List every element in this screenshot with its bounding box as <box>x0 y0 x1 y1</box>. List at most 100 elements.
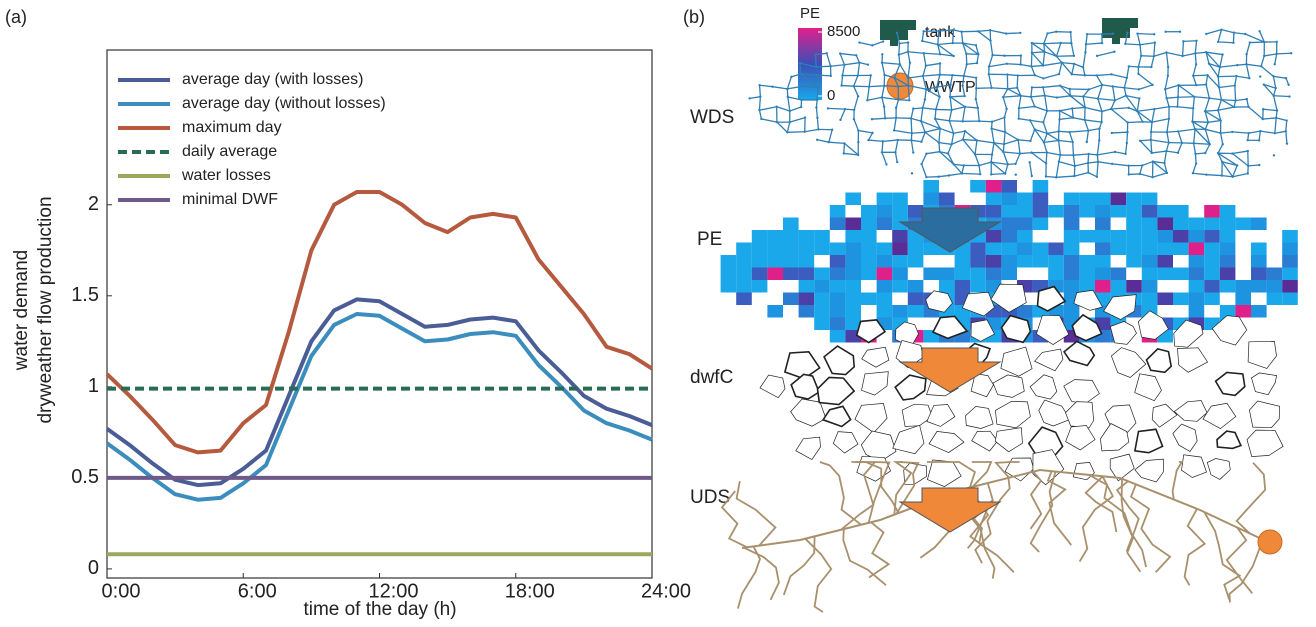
pipe-node <box>922 52 924 54</box>
pipe-node <box>843 64 845 66</box>
pipe <box>948 144 952 153</box>
pipe-node <box>1152 160 1154 162</box>
pe-cell <box>1251 305 1267 318</box>
catchment <box>902 404 932 426</box>
pipe-node <box>1100 121 1102 123</box>
pipe <box>858 63 860 76</box>
pipe <box>1166 151 1178 153</box>
pe-cell <box>861 255 877 268</box>
pipe <box>1044 43 1061 44</box>
pipe-node <box>1016 87 1018 89</box>
pipe-node <box>976 139 978 141</box>
pipe <box>992 129 994 143</box>
pipe-node <box>1042 77 1044 79</box>
pipe-node <box>884 117 886 119</box>
pe-cell <box>1001 180 1017 193</box>
pipe <box>1019 96 1021 108</box>
pe-cell <box>1235 280 1251 293</box>
pipe <box>1088 173 1097 177</box>
pipe-node <box>1272 95 1274 97</box>
pe-cell <box>783 243 799 256</box>
pipe <box>817 140 829 142</box>
pipe-node <box>1042 86 1044 88</box>
pipe <box>1072 107 1085 108</box>
pe-cell <box>1111 205 1127 218</box>
pipe-node <box>1006 88 1008 90</box>
pipe <box>1151 140 1169 143</box>
catchment <box>1066 426 1096 450</box>
pipe <box>923 66 926 76</box>
pipe <box>867 97 882 100</box>
pe-cell <box>1189 255 1205 268</box>
pipe-node <box>907 51 909 53</box>
pipe-node <box>938 96 940 98</box>
pipe <box>1046 177 1056 178</box>
pe-cell <box>845 293 861 306</box>
pipe-node <box>1086 141 1088 143</box>
pipe-node <box>1043 51 1045 53</box>
catchment <box>1174 401 1207 422</box>
pipe <box>939 175 949 176</box>
pipe <box>859 43 872 46</box>
pe-cell <box>1282 230 1298 243</box>
pipe <box>1126 143 1127 154</box>
pipe <box>1047 152 1060 155</box>
pe-cell <box>1126 230 1142 243</box>
pipe-node <box>1235 75 1237 77</box>
pipe <box>922 154 927 164</box>
pe-cell <box>861 268 877 281</box>
pipe-node <box>961 172 963 174</box>
pipe <box>1221 132 1233 133</box>
pe-cell <box>1064 193 1080 206</box>
pipe <box>1006 33 1020 34</box>
pipe <box>1167 132 1169 143</box>
pipe <box>1221 133 1223 144</box>
pe-cell <box>1204 293 1220 306</box>
pe-cell <box>814 280 830 293</box>
pipe-node <box>1192 75 1194 77</box>
pipe <box>1193 76 1196 85</box>
pe-cell <box>877 243 893 256</box>
pipe-node <box>1098 139 1100 141</box>
pipe <box>1179 85 1195 97</box>
pipe-node <box>1031 86 1033 88</box>
pipe <box>773 87 788 89</box>
pipe-node <box>1059 154 1061 156</box>
pipe-node <box>937 43 939 45</box>
pe-cell <box>1282 243 1298 256</box>
pipe-node <box>786 88 788 90</box>
pipe-node <box>1113 51 1115 53</box>
pipe-node <box>840 84 842 86</box>
pe-cell <box>1235 305 1251 318</box>
pipe-node <box>1128 65 1130 67</box>
pipe <box>882 63 900 65</box>
pipe <box>1167 131 1178 132</box>
pe-cell <box>923 180 939 193</box>
pe-cell <box>1142 255 1158 268</box>
pe-cell <box>767 305 783 318</box>
pipe-node <box>1127 107 1129 109</box>
pipe <box>1218 144 1223 153</box>
pe-cell <box>861 218 877 231</box>
pipe-node <box>1231 176 1233 178</box>
pipe-node <box>1232 42 1234 44</box>
pe-cell <box>814 243 830 256</box>
pipe-node <box>882 140 884 142</box>
pipe-node <box>1030 151 1032 153</box>
pipe-node <box>1140 55 1142 57</box>
pipe <box>805 129 819 131</box>
catchment <box>1110 321 1136 344</box>
pipe-node <box>1193 96 1195 98</box>
pipe-node <box>897 99 899 101</box>
pipe-node <box>1195 40 1197 42</box>
pipe <box>990 30 1006 33</box>
pipe <box>1140 174 1153 177</box>
pipe <box>1205 144 1209 153</box>
pipe-node <box>910 117 912 119</box>
pipe <box>1089 154 1098 155</box>
pipe <box>989 64 1007 67</box>
pipe-node <box>939 53 941 55</box>
pipe <box>827 53 831 66</box>
pipe <box>1234 33 1245 34</box>
sewer <box>784 536 815 595</box>
